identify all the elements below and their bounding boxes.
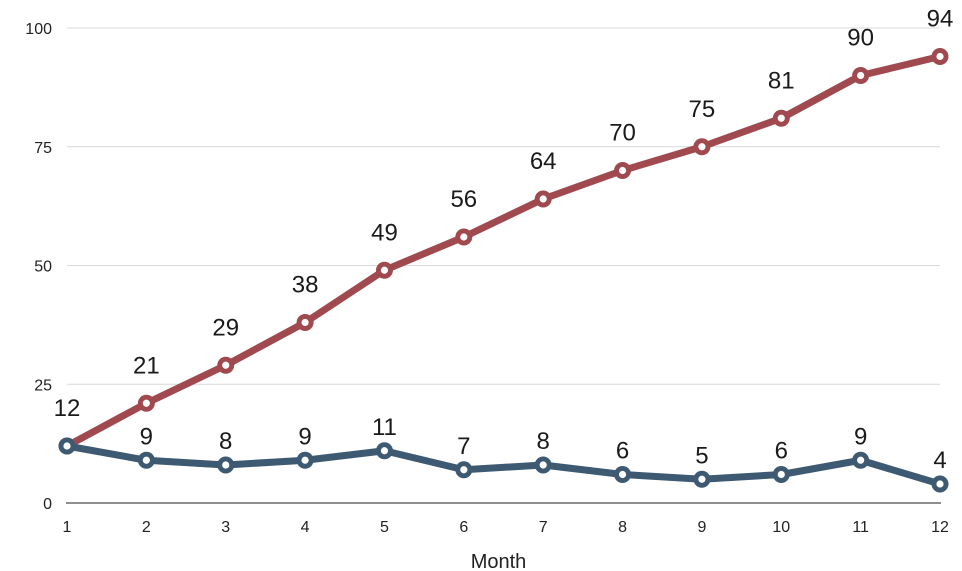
x-tick-label: 5 — [380, 519, 389, 536]
series-2-data-label: 9 — [298, 423, 311, 450]
x-tick-label: 11 — [852, 519, 869, 536]
series-1-data-label: 49 — [371, 219, 398, 246]
x-tick-label: 12 — [931, 519, 949, 536]
series-1-data-label: 70 — [609, 120, 636, 147]
y-tick-label: 100 — [25, 21, 52, 38]
series-2-point-center — [936, 480, 944, 488]
series-1-data-label: 29 — [212, 314, 239, 341]
series-2-data-label: 7 — [457, 433, 470, 460]
x-axis-title: Month — [471, 551, 527, 571]
series-1-point-center — [142, 399, 150, 407]
series-2-data-label: 5 — [695, 442, 708, 469]
series-1-data-label: 12 — [54, 395, 81, 422]
series-2-data-label: 8 — [537, 428, 550, 455]
series-1-point-center — [539, 195, 547, 203]
x-tick-label: 3 — [221, 519, 230, 536]
series-2-point-center — [222, 461, 230, 469]
x-tick-label: 2 — [142, 519, 151, 536]
gridlines — [67, 27, 940, 385]
series-2-point-center — [63, 442, 71, 450]
series-1-point-center — [380, 266, 389, 274]
series-1-point-center — [777, 114, 785, 122]
series-1-data-label: 81 — [768, 67, 795, 94]
x-tick-label: 8 — [618, 519, 627, 536]
series-1-point-center — [618, 166, 627, 175]
x-tick-label: 6 — [459, 519, 468, 536]
series-2-point-center — [857, 456, 865, 464]
x-tick-label: 4 — [301, 519, 310, 536]
y-tick-label: 50 — [34, 259, 52, 276]
series-2-data-label: 6 — [775, 438, 788, 465]
series-2-data-label: 9 — [140, 423, 153, 450]
series-2-data-label: 9 — [854, 423, 867, 450]
series-2-point-center — [460, 466, 468, 474]
series-1-point-center — [698, 143, 706, 151]
y-tick-label: 0 — [43, 496, 52, 513]
series-1-data-label: 38 — [292, 272, 319, 299]
series-2-point-center — [301, 456, 309, 464]
series-2-point-center — [539, 461, 547, 469]
y-tick-label: 75 — [34, 140, 52, 157]
x-tick-label: 7 — [539, 519, 548, 536]
series-1-point-center — [301, 318, 309, 327]
series-2-point-center — [618, 470, 627, 479]
series-line-1 — [63, 53, 944, 450]
x-tick-label: 10 — [772, 519, 790, 536]
series-2-point-center — [777, 470, 785, 479]
series-2-point-center — [698, 475, 706, 483]
series-1-data-label: 21 — [133, 352, 160, 379]
series-1-point-center — [460, 233, 468, 241]
y-tick-label: 25 — [34, 377, 52, 394]
series-2-point-center — [142, 456, 150, 464]
series-1-point-center — [936, 52, 944, 61]
x-tick-label: 9 — [697, 519, 706, 536]
series-line-2 — [63, 442, 944, 488]
series-1-point-center — [222, 361, 230, 369]
series-1-data-label: 56 — [450, 186, 477, 213]
series-1-data-label: 64 — [530, 148, 557, 175]
series-2-data-label: 8 — [219, 428, 232, 455]
x-tick-label: 1 — [63, 519, 72, 536]
y-axis-ticks: 0 25 50 75 100 — [25, 21, 52, 513]
series-1-point-center — [857, 71, 865, 80]
x-axis-ticks: 1 2 3 4 5 6 7 8 9 10 11 12 — [63, 519, 949, 536]
series-2-data-label: 4 — [933, 447, 946, 474]
series-1-data-label: 94 — [927, 6, 954, 33]
series-2-data-label: 6 — [616, 438, 629, 465]
series-2-point-center — [380, 447, 389, 455]
series-group — [58, 48, 949, 493]
series-2-data-label: 11 — [372, 414, 397, 441]
series-1-data-label: 75 — [689, 96, 716, 123]
series-1-data-label: 90 — [847, 25, 874, 52]
